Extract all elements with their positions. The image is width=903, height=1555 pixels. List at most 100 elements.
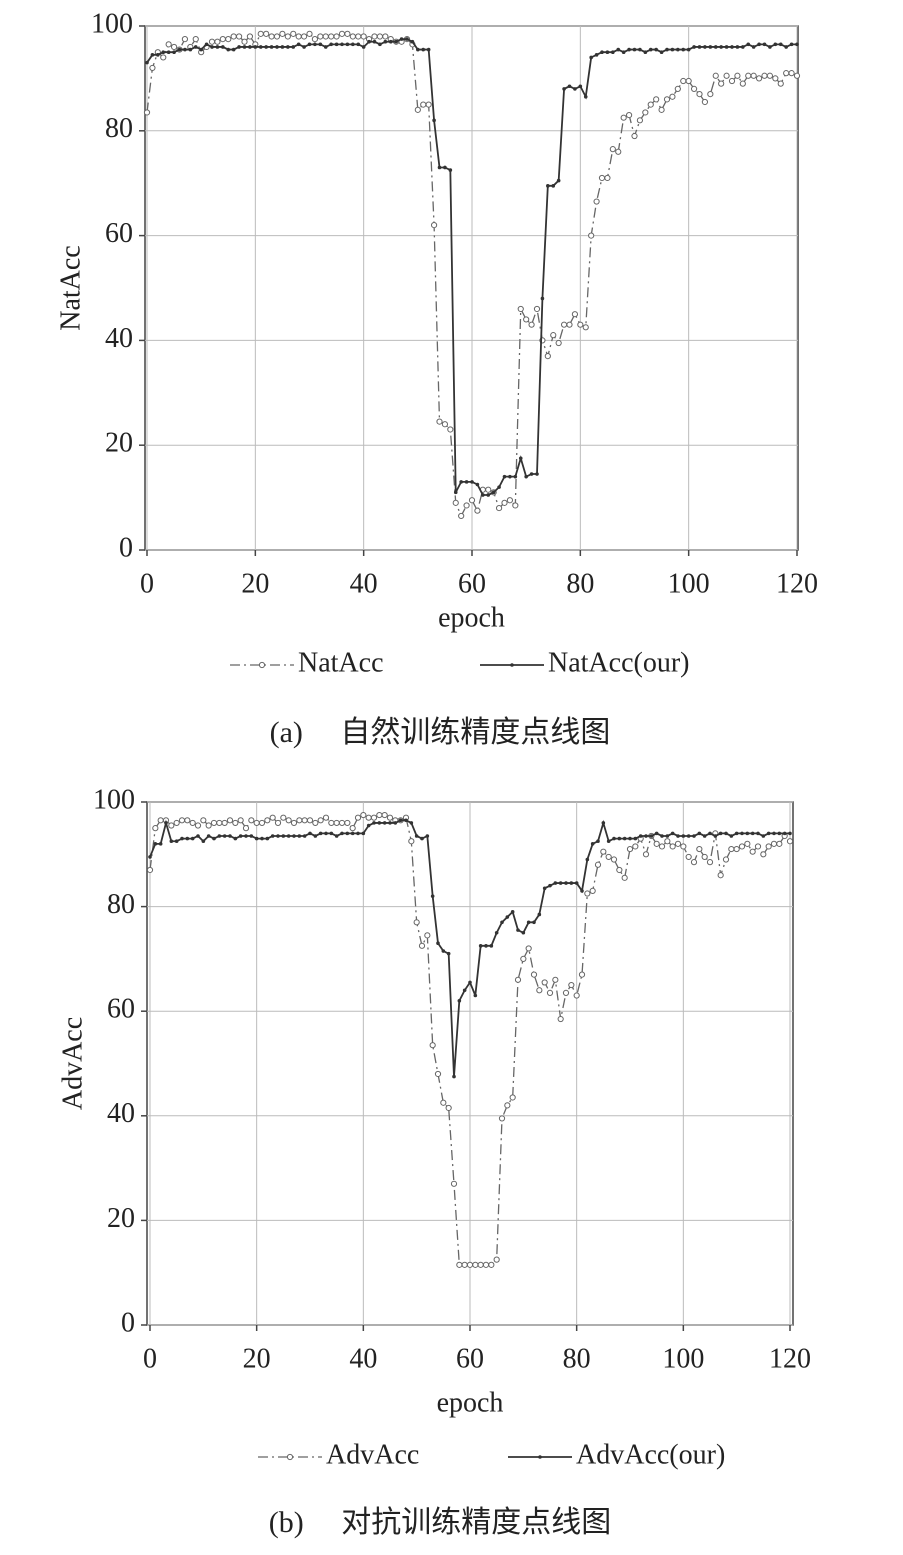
point xyxy=(425,834,430,838)
point xyxy=(313,834,318,838)
point xyxy=(493,1256,500,1263)
legend-marker xyxy=(258,661,266,669)
point xyxy=(356,831,360,836)
point xyxy=(174,839,179,844)
point xyxy=(464,480,469,484)
point xyxy=(622,836,627,841)
point xyxy=(757,42,761,47)
point xyxy=(190,836,195,841)
point xyxy=(462,988,467,993)
point xyxy=(509,1094,516,1101)
point xyxy=(556,178,561,183)
point xyxy=(766,72,774,79)
point xyxy=(222,834,227,838)
point xyxy=(589,887,596,895)
point xyxy=(638,47,642,52)
point xyxy=(708,831,712,836)
point xyxy=(425,101,432,108)
point xyxy=(568,981,575,989)
point xyxy=(165,41,172,48)
point xyxy=(713,834,718,838)
point xyxy=(776,840,783,847)
point xyxy=(302,45,306,49)
point xyxy=(215,45,220,49)
point xyxy=(418,942,426,949)
point xyxy=(328,33,335,40)
point xyxy=(481,493,485,497)
point xyxy=(365,814,372,821)
point xyxy=(180,836,184,841)
point xyxy=(738,843,746,850)
point xyxy=(273,33,281,40)
point xyxy=(453,490,458,495)
x-tick-label: 60 xyxy=(456,1343,484,1374)
point xyxy=(388,821,392,825)
point xyxy=(148,855,152,859)
point xyxy=(426,47,431,52)
point xyxy=(143,109,151,116)
legend-marker xyxy=(538,1455,542,1459)
y-tick-label: 0 xyxy=(121,1307,135,1338)
point xyxy=(393,821,398,825)
point xyxy=(520,955,527,963)
point xyxy=(777,80,784,87)
point xyxy=(382,821,387,825)
point xyxy=(308,831,312,836)
point xyxy=(491,490,496,495)
point xyxy=(268,33,275,40)
point xyxy=(765,843,772,850)
point xyxy=(307,42,312,47)
point xyxy=(504,1102,511,1109)
point xyxy=(793,72,801,79)
point xyxy=(754,843,762,850)
point xyxy=(253,45,258,49)
point xyxy=(542,886,547,891)
point xyxy=(349,825,356,832)
y-tick-label: 100 xyxy=(93,784,135,815)
point xyxy=(518,456,523,461)
point xyxy=(734,72,741,79)
point xyxy=(616,47,621,52)
point xyxy=(589,55,593,60)
point xyxy=(360,33,367,40)
point xyxy=(512,502,519,509)
point xyxy=(722,856,730,863)
point xyxy=(300,33,308,40)
point xyxy=(214,38,221,45)
x-tick-label: 0 xyxy=(143,1343,157,1374)
point xyxy=(382,33,389,40)
point xyxy=(494,930,499,935)
point xyxy=(598,174,606,182)
point xyxy=(468,497,476,504)
point xyxy=(290,819,298,827)
point xyxy=(524,474,528,479)
point xyxy=(541,979,548,986)
point xyxy=(697,831,702,836)
point xyxy=(280,45,285,49)
point xyxy=(770,840,778,847)
point xyxy=(621,874,628,881)
point xyxy=(248,817,255,824)
point xyxy=(760,851,767,858)
y-tick-label: 20 xyxy=(105,428,133,459)
point xyxy=(718,831,723,836)
point xyxy=(323,45,328,49)
point xyxy=(355,33,362,40)
point xyxy=(505,915,510,919)
point xyxy=(484,944,488,948)
point xyxy=(580,889,584,893)
point xyxy=(301,817,308,824)
point xyxy=(749,848,756,855)
point xyxy=(436,941,440,946)
point xyxy=(318,42,323,47)
point xyxy=(611,50,615,54)
legend-label: NatAcc(our) xyxy=(548,647,689,678)
point xyxy=(620,114,627,121)
y-axis-label: NatAcc xyxy=(55,245,86,331)
point xyxy=(450,1180,458,1187)
point xyxy=(306,30,313,37)
point xyxy=(658,106,665,113)
point xyxy=(456,1261,463,1268)
point xyxy=(296,817,303,824)
point xyxy=(221,819,228,827)
